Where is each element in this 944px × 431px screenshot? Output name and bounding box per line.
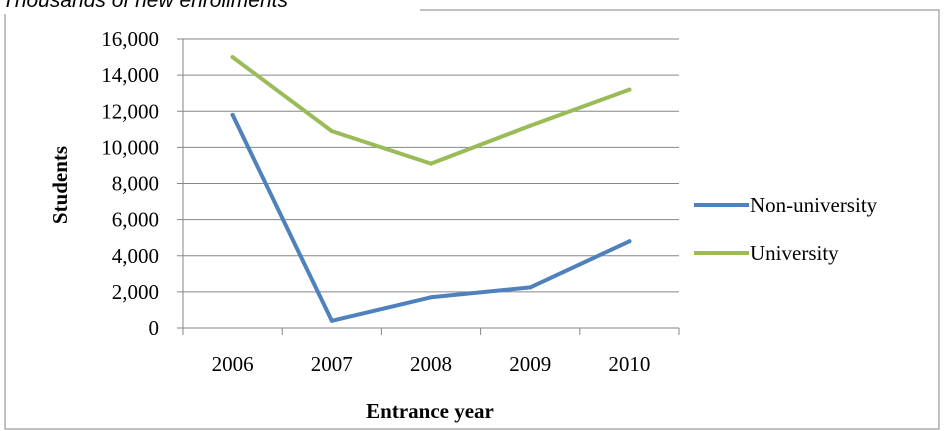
gridlines (183, 38, 679, 293)
x-tick-label: 2006 (212, 352, 254, 376)
data-point (429, 295, 433, 300)
data-point (329, 129, 334, 134)
x-tick-label: 2010 (608, 352, 650, 376)
x-tick-label: 2009 (509, 352, 551, 376)
y-tick-label: 0 (149, 316, 160, 340)
data-point (528, 123, 533, 128)
y-tick-label: 2,000 (112, 280, 159, 304)
x-tick-label: 2007 (311, 352, 353, 376)
y-tick-label: 14,000 (101, 63, 159, 87)
y-tick-label: 6,000 (112, 208, 159, 232)
data-point (627, 87, 632, 92)
x-tick-label: 2008 (410, 352, 452, 376)
y-tick-label: 4,000 (112, 244, 159, 268)
data-point (627, 239, 632, 244)
series-lines (230, 55, 632, 323)
y-tick-label: 12,000 (101, 99, 159, 123)
x-axis-label: Entrance year (366, 399, 494, 423)
y-tick-label: 16,000 (101, 27, 159, 51)
x-tick-labels: 2006 2007 2008 2009 2010 (212, 352, 651, 376)
legend: Non-university University (694, 193, 878, 265)
data-point (230, 55, 235, 60)
y-axis-label: Students (48, 146, 72, 224)
chart-caption: Thousands of new enrollments (2, 0, 288, 12)
data-point (329, 318, 334, 323)
y-tick-label: 10,000 (101, 135, 159, 159)
data-point (429, 161, 433, 166)
caption-backdrop (0, 0, 420, 14)
axes (177, 38, 680, 335)
legend-label: Non-university (750, 193, 878, 217)
y-tick-label: 8,000 (112, 172, 159, 196)
y-tick-labels: 0 2,000 4,000 6,000 8,000 10,000 12,000 14,000 1… (101, 27, 159, 340)
legend-label: University (750, 241, 839, 265)
data-point (528, 285, 533, 290)
data-point (230, 112, 235, 117)
